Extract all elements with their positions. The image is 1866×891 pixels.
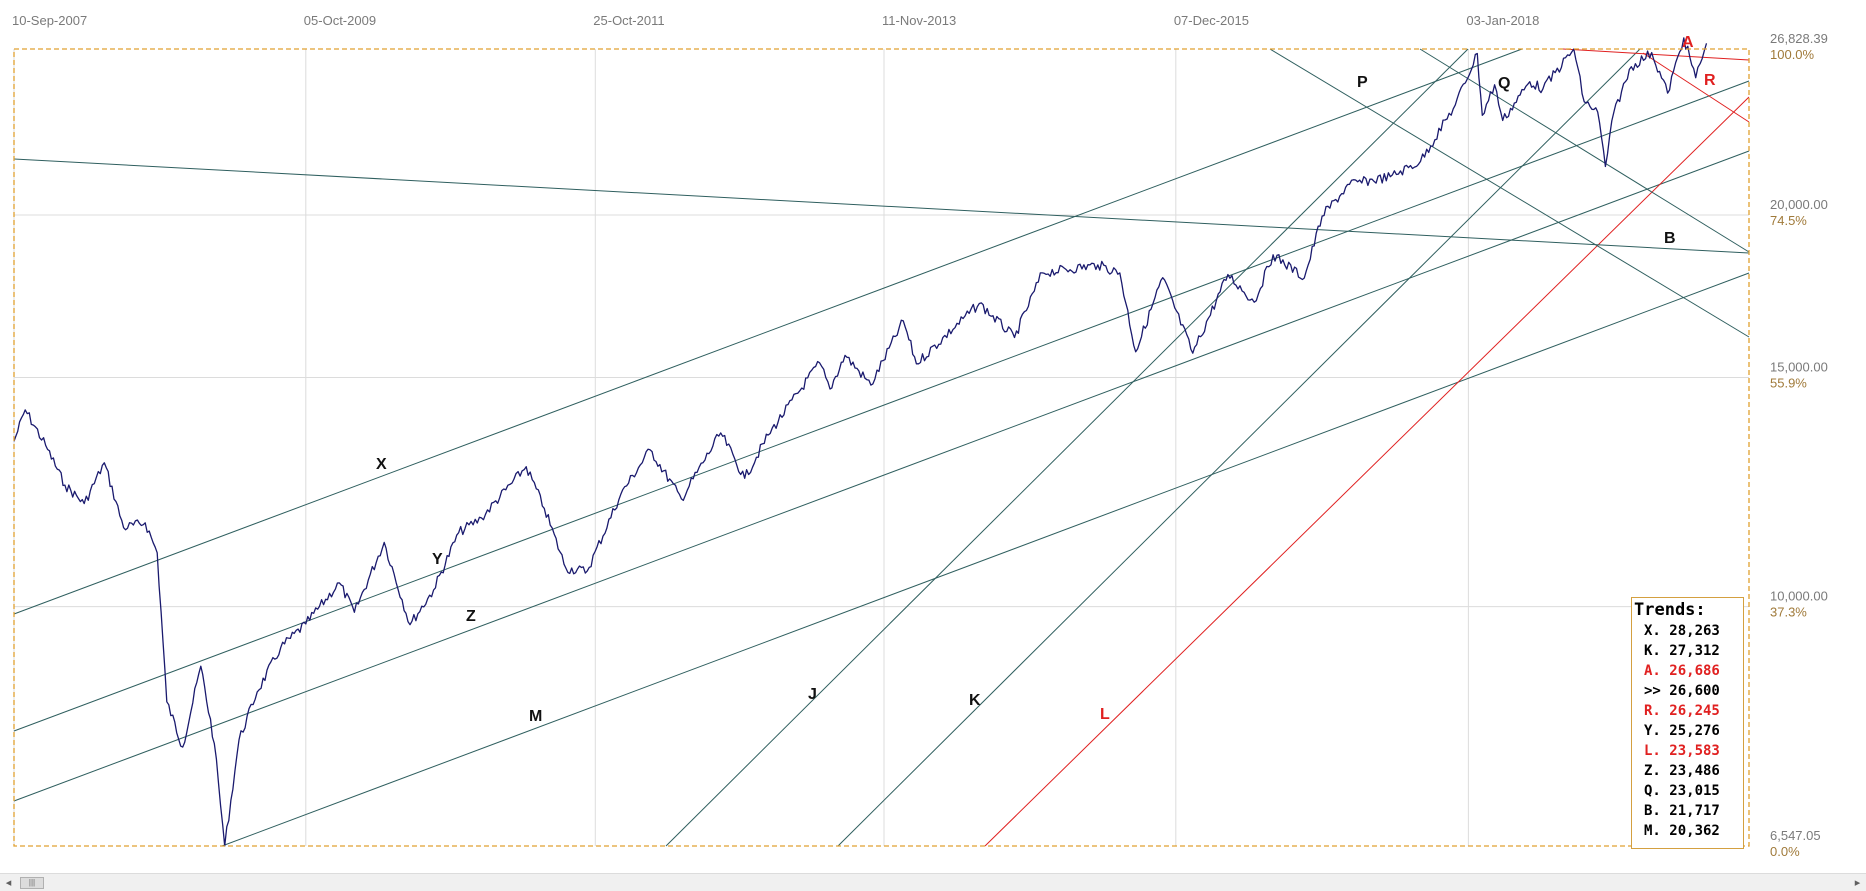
y-tick-percent: 74.5% [1770, 213, 1807, 228]
y-tick-label: 20,000.00 [1770, 197, 1828, 212]
scroll-left-arrow-icon[interactable]: ◂ [5, 876, 12, 889]
trend-label-j: J [808, 686, 817, 703]
trend-label-q: Q [1498, 75, 1510, 92]
trend-label-p: P [1357, 74, 1368, 91]
trend-line-a [1562, 48, 1750, 61]
x-tick-label: 11-Nov-2013 [882, 13, 956, 28]
trends-list: X. 28,263 K. 27,312 A. 26,686 >> 26,600 R. 2… [1634, 621, 1743, 841]
trends-panel: Trends: X. 28,263 K. 27,312 A. 26,686 >> 26… [1631, 597, 1744, 849]
trends-row: >> 26,600 [1644, 683, 1720, 699]
trends-row: Q. 23,015 [1644, 783, 1720, 799]
trends-panel-title: Trends: [1634, 600, 1706, 620]
scrollbar-thumb[interactable]: ||| [20, 877, 44, 889]
trend-label-l: L [1100, 706, 1110, 723]
x-tick-label: 25-Oct-2011 [593, 13, 664, 28]
trends-row: Z. 23,486 [1644, 763, 1720, 779]
x-tick-label: 03-Jan-2018 [1466, 13, 1539, 28]
y-tick-label: 15,000.00 [1770, 360, 1828, 375]
plot-area-border [13, 48, 1750, 847]
scroll-right-arrow-icon[interactable]: ▸ [1854, 876, 1861, 889]
trend-label-r: R [1704, 72, 1716, 89]
price-line [13, 37, 1708, 847]
trend-line-j [665, 48, 1469, 847]
trend-label-a: A [1682, 34, 1694, 51]
x-tick-label: 05-Oct-2009 [304, 13, 376, 28]
trend-lines [13, 48, 1750, 847]
trends-row: Y. 25,276 [1644, 723, 1720, 739]
y-tick-percent: 100.0% [1770, 47, 1815, 62]
y-tick-label: 26,828.39 [1770, 31, 1828, 46]
trend-label-z: Z [466, 608, 476, 625]
trend-line-k [837, 48, 1641, 847]
trends-row: A. 26,686 [1644, 663, 1720, 679]
trend-label-k: K [969, 692, 981, 709]
trend-line-r [1642, 52, 1750, 123]
trend-line-l [984, 96, 1750, 847]
trends-row: K. 27,312 [1644, 643, 1720, 659]
x-tick-label: 07-Dec-2015 [1174, 13, 1249, 28]
trends-row: X. 28,263 [1644, 623, 1720, 639]
y-tick-label: 10,000.00 [1770, 589, 1828, 604]
trend-label-b: B [1664, 230, 1676, 247]
x-tick-label: 10-Sep-2007 [12, 13, 87, 28]
trend-line-z [13, 150, 1750, 802]
y-tick-percent: 55.9% [1770, 376, 1807, 391]
y-tick-percent: 0.0% [1770, 844, 1800, 859]
trend-line-y [13, 80, 1750, 732]
y-tick-label: 6,547.05 [1770, 828, 1821, 843]
y-tick-percent: 37.3% [1770, 605, 1807, 620]
trend-label-x: X [376, 456, 387, 473]
trends-row: B. 21,717 [1644, 803, 1720, 819]
trend-line-b [13, 158, 1750, 254]
trend-line-labels: X Y Z M J K L P Q B A R [376, 34, 1716, 725]
x-axis-ticks: 10-Sep-2007 05-Oct-2009 25-Oct-2011 11-Nov-… [12, 13, 1539, 28]
trends-row: L. 23,583 [1644, 743, 1720, 759]
trend-line-m [221, 272, 1750, 847]
trend-line-x [13, 48, 1523, 615]
price-series [13, 37, 1708, 847]
trend-line-q [1419, 48, 1750, 253]
trends-row: M. 20,362 [1644, 823, 1720, 839]
trend-label-y: Y [432, 551, 443, 568]
horizontal-scrollbar[interactable]: ◂ ||| ▸ [0, 873, 1866, 891]
trend-line-p [1269, 48, 1750, 338]
chart-canvas: 10-Sep-2007 05-Oct-2009 25-Oct-2011 11-Nov-… [12, 13, 1828, 859]
grid-lines [13, 49, 1749, 846]
trends-row: R. 26,245 [1644, 703, 1720, 719]
trend-label-m: M [529, 708, 542, 725]
